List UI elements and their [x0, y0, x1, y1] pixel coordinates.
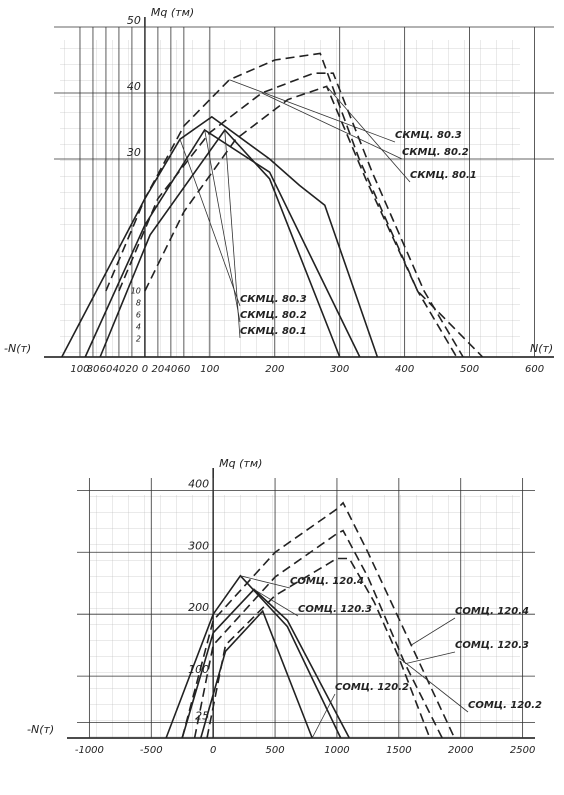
series-label: СКМЦ. 80.1 [240, 326, 307, 337]
series-label: СКМЦ. 80.2 [240, 310, 307, 321]
series-label: СКМЦ. 80.3 [240, 294, 307, 305]
x-tick-label: 20 [126, 364, 139, 375]
series-line [193, 529, 443, 739]
inner-scale-label: 4 [136, 323, 141, 332]
y-axis-label: Mq (тм) [219, 457, 262, 470]
leader-line [326, 86, 411, 183]
series-label: СОМЦ. 120.4 [290, 576, 364, 587]
series-line [181, 501, 456, 739]
x-tick-label: 60 [100, 364, 113, 375]
y-axis-label: Mq (тм) [151, 6, 194, 19]
series-line [181, 588, 351, 739]
inner-scale-label: 6 [136, 311, 141, 320]
x-axis-label: -N(т) [27, 723, 54, 736]
paper-grid [90, 495, 520, 738]
x-tick-label: 80 [87, 364, 100, 375]
leader-line [229, 79, 396, 143]
series-line [144, 85, 458, 358]
series-label: СКМЦ. 80.2 [402, 147, 469, 158]
leader-line [224, 129, 241, 339]
x-axis-label: -N(т) [4, 342, 31, 355]
leader-line [204, 129, 241, 323]
x-tick-label: 1500 [386, 745, 411, 756]
leader-line [398, 657, 469, 713]
x-tick-label: 500 [266, 745, 285, 756]
y-tick-label: 200 [188, 601, 209, 614]
inner-scale-label: 2 [136, 335, 141, 344]
x-tick-label: 0 [210, 745, 216, 756]
x-axis-label: N(т) [530, 342, 553, 355]
series-line [200, 609, 313, 739]
x-tick-label: 40 [113, 364, 126, 375]
x-tick-label: 200 [265, 364, 284, 375]
y-tick-label: 30 [127, 146, 141, 159]
series-label: СОМЦ. 120.2 [468, 700, 542, 711]
series-label: СКМЦ. 80.3 [395, 130, 462, 141]
x-tick-label: 40 [165, 364, 178, 375]
inner-scale-label: 10 [131, 287, 141, 296]
series-line [105, 52, 484, 358]
series-label: СОМЦ. 120.2 [335, 682, 409, 693]
x-tick-label: 100 [200, 364, 219, 375]
leader-line [240, 575, 291, 589]
x-tick-label: -1000 [75, 745, 104, 756]
x-tick-label: 300 [330, 364, 349, 375]
x-tick-label: 2500 [510, 745, 535, 756]
series-line [206, 557, 431, 739]
x-tick-label: 60 [178, 364, 191, 375]
series-line [61, 115, 379, 358]
x-tick-label: 100 [70, 364, 89, 375]
x-tick-label: 400 [395, 364, 414, 375]
leader-line [179, 139, 241, 307]
x-tick-label: 500 [460, 364, 479, 375]
x-tick-label: 600 [525, 364, 544, 375]
leader-line [253, 589, 299, 617]
series-label: СОМЦ. 120.3 [298, 604, 372, 615]
x-tick-label: 1000 [324, 745, 349, 756]
series-label: СОМЦ. 120.4 [455, 606, 529, 617]
series-label: СКМЦ. 80.1 [410, 170, 477, 181]
x-tick-label: 0 [142, 364, 148, 375]
x-tick-label: -500 [140, 745, 163, 756]
x-tick-label: 20 [152, 364, 165, 375]
leader-line [404, 651, 456, 665]
inner-scale-label: 8 [136, 299, 141, 308]
y-tick-label: 400 [188, 477, 209, 490]
leader-line [311, 693, 336, 739]
x-tick-label: 2000 [448, 745, 473, 756]
y-tick-label: 50 [127, 14, 141, 27]
y-tick-label: 300 [188, 539, 209, 552]
leader-line [261, 92, 403, 160]
leader-line [411, 617, 456, 646]
y-tick-label: 40 [127, 80, 141, 93]
series-label: СОМЦ. 120.3 [455, 640, 529, 651]
